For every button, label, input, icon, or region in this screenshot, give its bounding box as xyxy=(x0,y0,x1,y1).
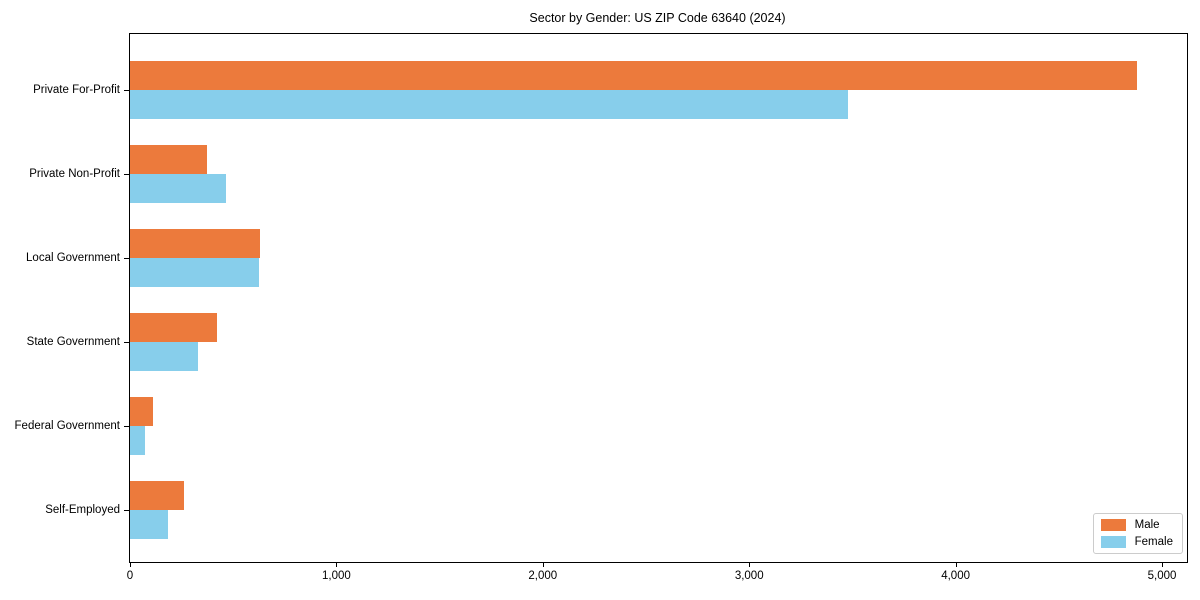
bar-female-self-employed xyxy=(130,510,168,539)
bar-male-state-government xyxy=(130,313,218,342)
y-tick-label-local-government: Local Government xyxy=(26,252,120,264)
legend-swatch-male-icon xyxy=(1100,519,1126,531)
y-tick-label-federal-government: Federal Government xyxy=(14,420,120,432)
bar-male-private-non-profit xyxy=(130,145,208,174)
y-tick-label-self-employed: Self-Employed xyxy=(45,504,120,516)
x-tick-label-3-000: 3,000 xyxy=(734,570,764,582)
x-tick-label-4-000: 4,000 xyxy=(941,570,970,582)
legend-label-female: Female xyxy=(1134,536,1173,548)
x-tick-label-1-000: 1,000 xyxy=(322,570,351,582)
y-tick-label-state-government: State Government xyxy=(26,336,120,348)
bar-female-private-non-profit xyxy=(130,174,226,203)
bar-male-self-employed xyxy=(130,481,185,510)
bar-female-federal-government xyxy=(130,426,146,455)
legend-item-female: Female xyxy=(1100,536,1173,548)
y-axis-tick xyxy=(124,257,129,259)
bar-female-private-for-profit xyxy=(130,90,848,119)
legend-label-male: Male xyxy=(1134,519,1160,531)
plot-area: Private For-Profit Private Non-Profit Loca… xyxy=(15,33,1188,582)
y-tick-label-private-for-profit: Private For-Profit xyxy=(33,84,120,96)
x-tick-label-2-000: 2,000 xyxy=(528,570,558,582)
bar-female-local-government xyxy=(130,258,260,287)
x-tick-label-5-000: 5,000 xyxy=(1147,570,1177,582)
x-tick-label-0: 0 xyxy=(126,570,134,582)
y-axis-tick xyxy=(124,341,129,343)
legend: Male Female xyxy=(1092,513,1183,554)
x-axis-tick xyxy=(955,563,957,567)
bar-male-private-for-profit xyxy=(130,61,1137,90)
legend-item-male: Male xyxy=(1100,519,1173,531)
y-axis-tick xyxy=(124,509,129,511)
legend-swatch-female-icon xyxy=(1100,536,1126,548)
chart-title: Sector by Gender: US ZIP Code 63640 (202… xyxy=(529,11,786,25)
y-tick-label-private-non-profit: Private Non-Profit xyxy=(29,168,120,180)
x-axis-tick xyxy=(542,563,544,567)
x-axis-tick xyxy=(749,563,751,567)
x-axis-tick xyxy=(130,563,131,567)
y-axis-tick xyxy=(124,89,129,91)
x-axis-tick xyxy=(1162,563,1164,567)
x-axis-tick xyxy=(336,563,338,567)
y-axis-tick xyxy=(124,425,129,427)
bar-female-state-government xyxy=(130,342,198,371)
bar-male-local-government xyxy=(130,229,261,258)
bar-male-federal-government xyxy=(130,397,153,426)
y-axis-tick xyxy=(124,173,129,175)
